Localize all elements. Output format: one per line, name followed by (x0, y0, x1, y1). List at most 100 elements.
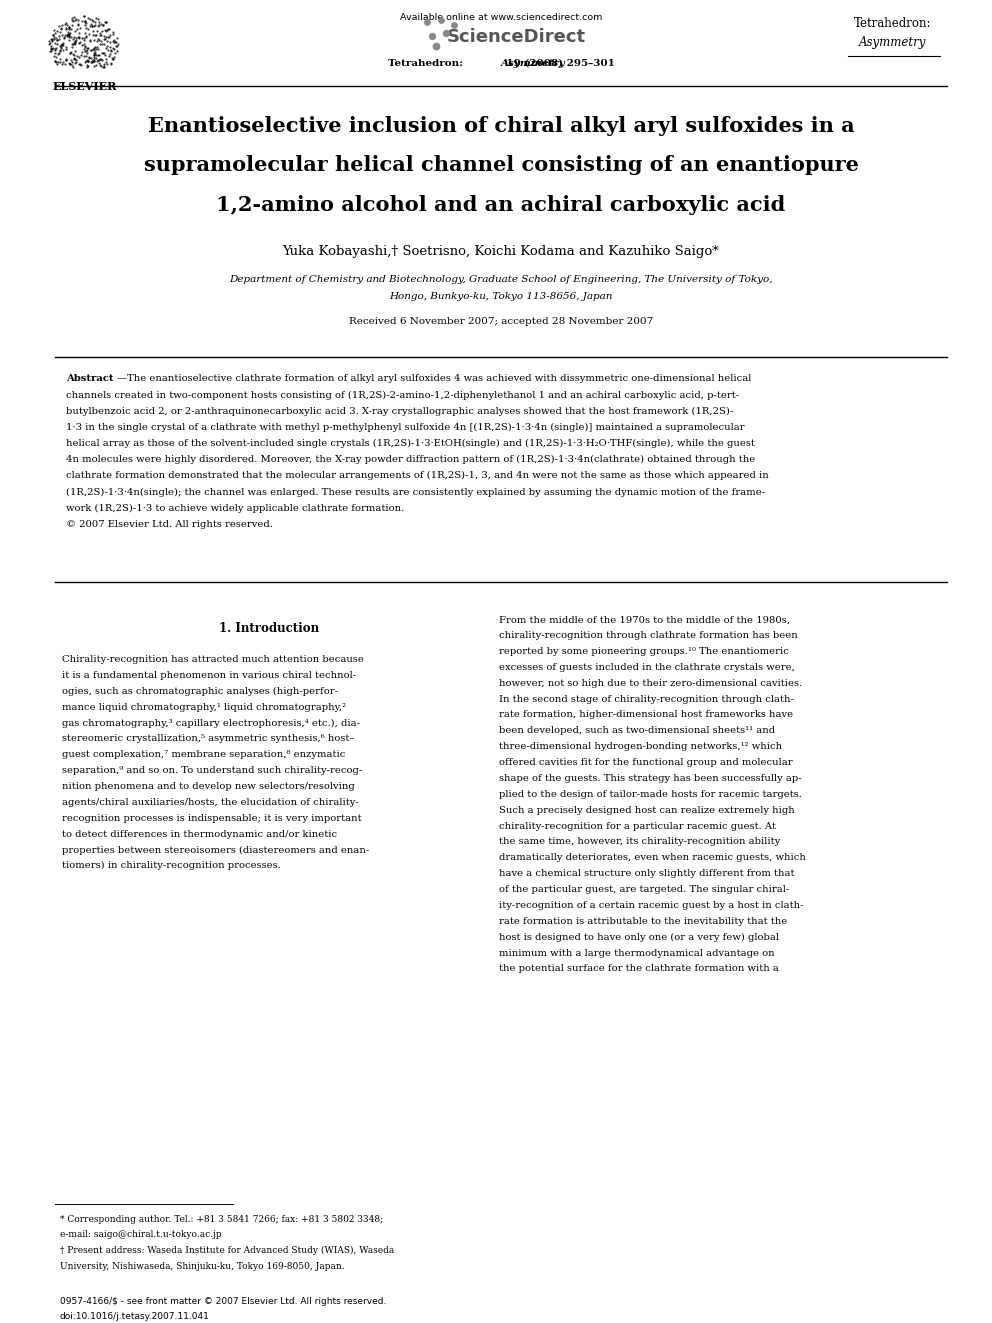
Point (44, 29, 60, 50)
Text: e-mail: saigo@chiral.t.u-tokyo.ac.jp: e-mail: saigo@chiral.t.u-tokyo.ac.jp (60, 1230, 221, 1240)
Point (96, 54, 112, 75)
Point (51, 25, 66, 46)
Point (88, 45, 104, 66)
Point (91, 15, 107, 36)
Text: gas chromatography,³ capillary electrophoresis,⁴ etc.), dia-: gas chromatography,³ capillary electroph… (62, 718, 360, 728)
Text: three-dimensional hydrogen-bonding networks,¹² which: three-dimensional hydrogen-bonding netwo… (499, 742, 782, 751)
Point (84, 16, 100, 37)
Point (53, 34, 68, 56)
Point (57, 13, 72, 34)
Point (424, 25, 439, 46)
Point (67, 40, 83, 61)
Point (109, 36, 125, 57)
Point (70, 46, 86, 67)
Point (51, 42, 66, 64)
Text: Yuka Kobayashi,† Soetrisno, Koichi Kodama and Kazuhiko Saigo*: Yuka Kobayashi,† Soetrisno, Koichi Kodam… (283, 245, 719, 258)
Point (76, 52, 92, 73)
Point (65, 33, 81, 54)
Point (99, 53, 115, 74)
Point (86, 49, 102, 70)
Point (91, 45, 107, 66)
Point (66, 20, 82, 41)
Point (98, 12, 114, 33)
Point (62, 53, 77, 74)
Point (95, 56, 111, 77)
Point (53, 40, 68, 61)
Point (77, 45, 93, 66)
Point (101, 26, 117, 48)
Point (80, 50, 96, 71)
Point (76, 22, 92, 44)
Point (91, 48, 107, 69)
Point (78, 25, 94, 46)
Text: Tetrahedron:: Tetrahedron: (854, 17, 931, 30)
Text: dramatically deteriorates, even when racemic guests, which: dramatically deteriorates, even when rac… (499, 853, 806, 863)
Point (82, 8, 98, 29)
Point (67, 49, 83, 70)
Point (86, 42, 102, 64)
Point (80, 8, 96, 29)
Point (62, 25, 77, 46)
Point (46, 25, 62, 46)
Point (110, 33, 126, 54)
Point (67, 9, 83, 30)
Point (90, 16, 106, 37)
Point (95, 15, 111, 36)
Point (82, 30, 98, 52)
Point (71, 33, 87, 54)
Text: Received 6 November 2007; accepted 28 November 2007: Received 6 November 2007; accepted 28 No… (349, 318, 653, 325)
Point (50, 21, 65, 42)
Point (103, 52, 119, 73)
Point (107, 42, 123, 64)
Point (97, 52, 113, 73)
Text: —The enantioselective clathrate formation of alkyl aryl sulfoxides 4 was achieve: —The enantioselective clathrate formatio… (117, 374, 751, 384)
Point (77, 12, 93, 33)
Text: butylbenzoic acid 2, or 2-anthraquinonecarboxylic acid 3. X-ray crystallographic: butylbenzoic acid 2, or 2-anthraquinonec… (66, 406, 734, 415)
Point (86, 46, 102, 67)
Point (59, 49, 74, 70)
Point (86, 29, 102, 50)
Text: stereomeric crystallization,⁵ asymmetric synthesis,⁶ host–: stereomeric crystallization,⁵ asymmetric… (62, 734, 355, 744)
Point (48, 50, 63, 71)
Point (57, 53, 72, 74)
Point (45, 37, 61, 58)
Point (83, 9, 99, 30)
Text: nition phenomena and to develop new selectors/resolving: nition phenomena and to develop new sele… (62, 782, 355, 791)
Point (53, 48, 68, 69)
Point (46, 46, 62, 67)
Text: agents/chiral auxiliaries/hosts, the elucidation of chirality-: agents/chiral auxiliaries/hosts, the elu… (62, 798, 359, 807)
Text: Department of Chemistry and Biotechnology, Graduate School of Engineering, The U: Department of Chemistry and Biotechnolog… (229, 275, 773, 283)
Point (429, 36, 444, 57)
Point (86, 12, 102, 33)
Point (47, 42, 62, 64)
Point (70, 15, 86, 36)
Point (100, 19, 116, 40)
Text: Available online at www.sciencedirect.com: Available online at www.sciencedirect.co… (400, 13, 602, 22)
Point (75, 33, 91, 54)
Text: however, not so high due to their zero-dimensional cavities.: however, not so high due to their zero-d… (499, 679, 803, 688)
Point (89, 20, 105, 41)
Point (60, 21, 75, 42)
Point (78, 50, 94, 71)
Text: University, Nishiwaseda, Shinjuku-ku, Tokyo 169-8050, Japan.: University, Nishiwaseda, Shinjuku-ku, To… (60, 1262, 344, 1271)
Point (48, 50, 63, 71)
Point (84, 50, 100, 71)
Point (74, 28, 90, 49)
Point (98, 26, 114, 48)
Point (93, 49, 109, 70)
Point (97, 20, 113, 41)
Point (79, 40, 95, 61)
Text: the potential surface for the clathrate formation with a: the potential surface for the clathrate … (499, 964, 779, 974)
Point (44, 28, 60, 49)
Point (96, 57, 112, 78)
Point (42, 41, 58, 62)
Point (47, 32, 62, 53)
Point (78, 54, 94, 75)
Text: ogies, such as chromatographic analyses (high-perfor-: ogies, such as chromatographic analyses … (62, 687, 338, 696)
Point (96, 28, 112, 49)
Point (79, 57, 95, 78)
Point (48, 52, 63, 73)
Point (62, 53, 77, 74)
Point (50, 33, 65, 54)
Point (76, 11, 92, 32)
